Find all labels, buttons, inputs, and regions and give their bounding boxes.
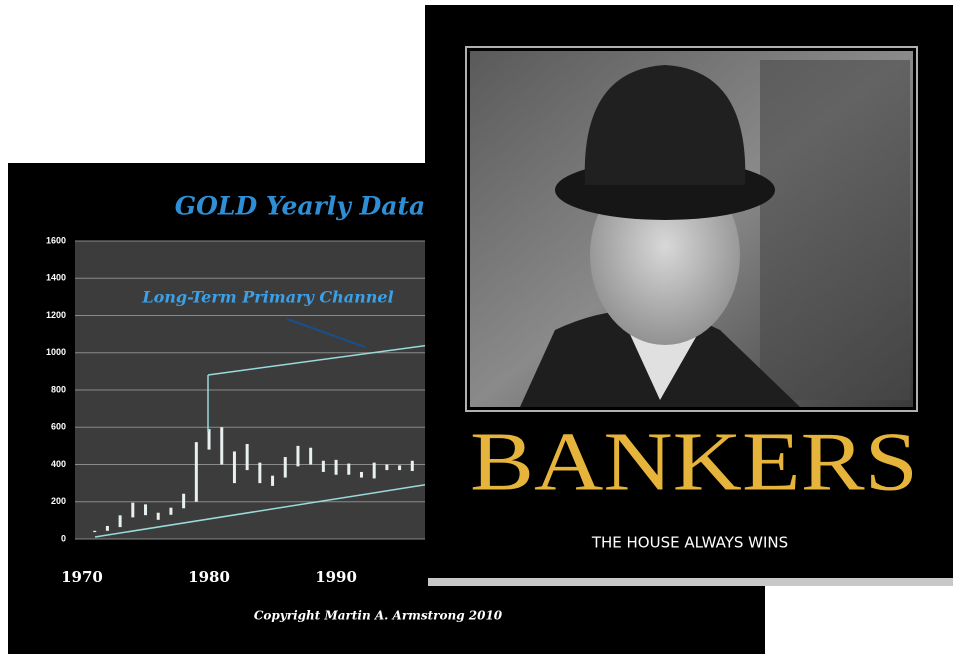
y-tick-label: 1400 (46, 273, 66, 283)
page: GOLD Yearly Data 0 200 400 600 800 1000 1200 14… (0, 0, 953, 654)
range-bar (296, 446, 299, 466)
screen: GOLD Yearly Data 0 200 400 600 800 1000 1200 14… (0, 0, 953, 654)
range-bar (335, 460, 338, 475)
range-bar (373, 463, 376, 479)
range-bar (144, 504, 147, 515)
range-bar (347, 464, 350, 475)
x-tick-label: 1980 (188, 568, 230, 586)
copyright: Copyright Martin A. Armstrong 2010 (254, 609, 503, 623)
range-bar (106, 526, 109, 531)
x-tick-label: 1990 (315, 568, 357, 586)
range-bar (169, 508, 172, 515)
range-bar (182, 494, 185, 509)
poster-subtitle: THE HOUSE ALWAYS WINS (591, 534, 788, 552)
range-bar (309, 448, 312, 465)
y-tick-label: 1200 (46, 310, 66, 320)
y-tick-label: 200 (51, 496, 66, 506)
poster-title: BANKERS (470, 415, 918, 508)
range-bar (271, 476, 274, 486)
y-tick-label: 400 (51, 459, 66, 469)
range-bar (284, 457, 287, 477)
range-bar (385, 465, 388, 471)
range-bar (411, 461, 414, 471)
poster: BANKERS THE HOUSE ALWAYS WINS (425, 5, 953, 586)
range-bar (360, 472, 363, 478)
y-tick-label: 1000 (46, 347, 66, 357)
range-bar (208, 429, 211, 449)
range-bar (131, 503, 134, 518)
range-bar (157, 513, 160, 520)
range-bar (322, 461, 325, 472)
range-bar (233, 451, 236, 483)
y-tick-label: 600 (51, 422, 66, 432)
range-bar (195, 442, 198, 502)
x-tick-label: 1970 (61, 568, 103, 586)
range-bar (93, 531, 96, 532)
range-bar (246, 444, 249, 470)
range-bar (119, 515, 122, 527)
y-tick-label: 800 (51, 384, 66, 394)
range-bar (398, 465, 401, 470)
y-tick-label: 1600 (46, 235, 66, 245)
range-bar (220, 427, 223, 464)
chart-title: GOLD Yearly Data (175, 192, 425, 221)
photo-shelf (760, 60, 910, 400)
annotation: Long-Term Primary Channel (141, 288, 393, 307)
y-tick-label: 0 (61, 533, 66, 543)
range-bar (258, 463, 261, 483)
